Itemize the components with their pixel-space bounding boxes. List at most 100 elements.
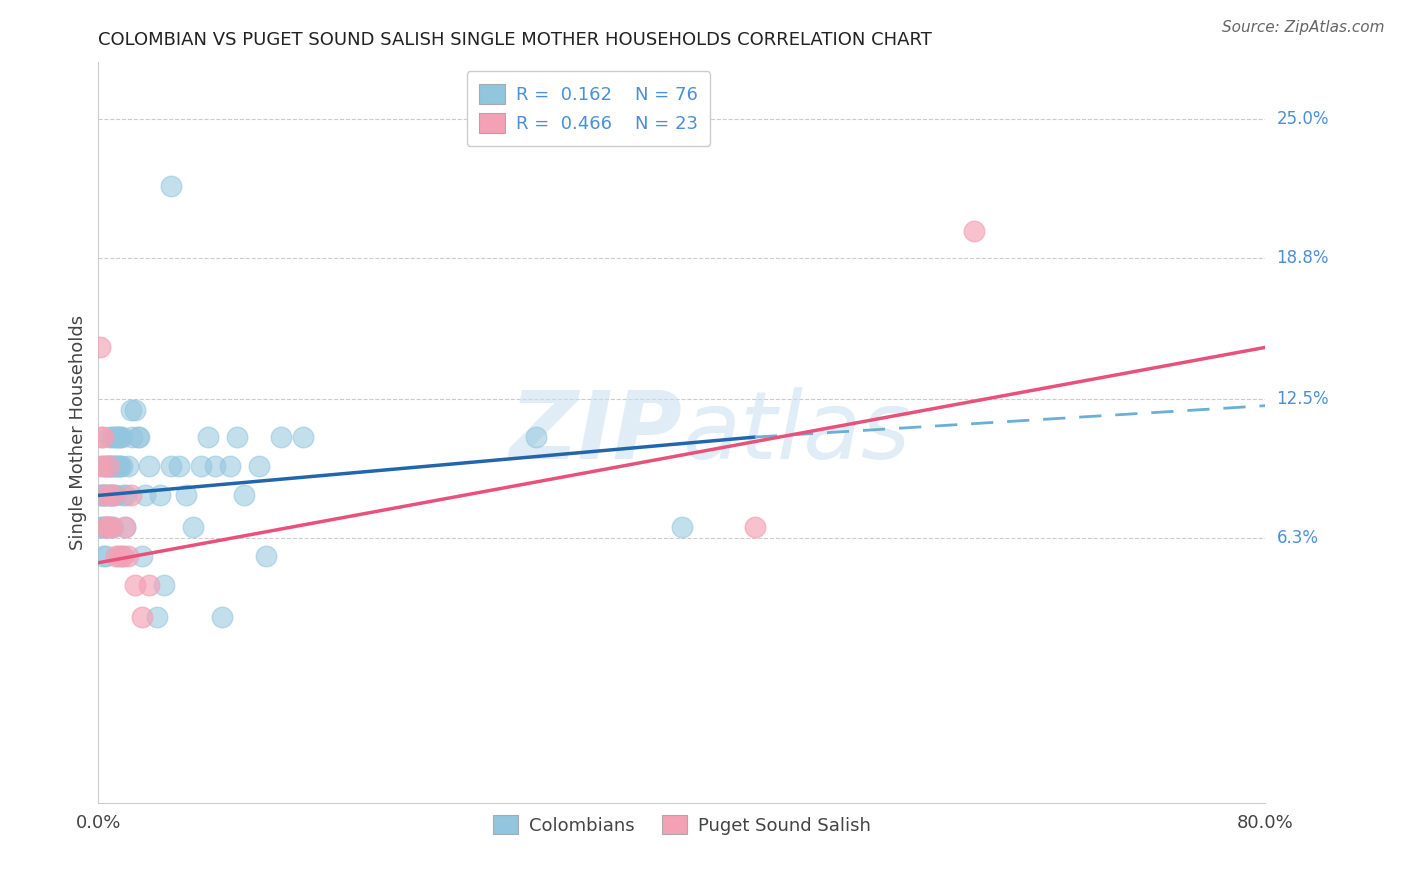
Point bbox=[101, 488, 124, 502]
Point bbox=[100, 430, 122, 444]
Point bbox=[111, 549, 134, 563]
Point bbox=[124, 403, 146, 417]
Point bbox=[233, 488, 256, 502]
Point bbox=[962, 224, 984, 238]
Point bbox=[89, 340, 111, 354]
Text: atlas: atlas bbox=[682, 387, 910, 478]
Point bbox=[160, 178, 183, 193]
Point bbox=[101, 520, 124, 534]
Point bbox=[104, 430, 127, 444]
Point bbox=[114, 520, 136, 534]
Point bbox=[93, 488, 115, 502]
Point bbox=[149, 488, 172, 502]
Point bbox=[103, 430, 125, 444]
Point bbox=[94, 488, 117, 502]
Point bbox=[104, 549, 127, 563]
Point bbox=[110, 430, 132, 444]
Point bbox=[98, 459, 121, 474]
Point bbox=[104, 488, 127, 502]
Point bbox=[127, 430, 149, 444]
Point bbox=[94, 549, 117, 563]
Point bbox=[124, 578, 146, 592]
Point bbox=[190, 459, 212, 474]
Point bbox=[111, 430, 134, 444]
Point bbox=[97, 488, 120, 502]
Point bbox=[97, 430, 120, 444]
Point bbox=[226, 430, 249, 444]
Point bbox=[120, 488, 142, 502]
Point bbox=[138, 578, 160, 592]
Point bbox=[104, 459, 127, 474]
Point bbox=[91, 488, 114, 502]
Point bbox=[91, 459, 114, 474]
Point bbox=[105, 430, 128, 444]
Point bbox=[98, 488, 121, 502]
Point bbox=[131, 609, 153, 624]
Point bbox=[96, 520, 118, 534]
Point bbox=[270, 430, 292, 444]
Point bbox=[100, 520, 122, 534]
Point bbox=[98, 488, 121, 502]
Point bbox=[138, 459, 160, 474]
Point bbox=[94, 520, 117, 534]
Point bbox=[93, 520, 115, 534]
Point bbox=[98, 520, 121, 534]
Point bbox=[128, 430, 150, 444]
Point bbox=[120, 403, 142, 417]
Text: ZIP: ZIP bbox=[509, 386, 682, 479]
Point bbox=[108, 549, 131, 563]
Point bbox=[93, 488, 115, 502]
Point bbox=[91, 549, 114, 563]
Legend: Colombians, Puget Sound Salish: Colombians, Puget Sound Salish bbox=[486, 807, 877, 842]
Point bbox=[91, 520, 114, 534]
Point bbox=[97, 459, 120, 474]
Point bbox=[100, 459, 122, 474]
Point bbox=[101, 488, 124, 502]
Point bbox=[97, 459, 120, 474]
Point bbox=[89, 488, 111, 502]
Point bbox=[94, 520, 117, 534]
Point bbox=[96, 488, 118, 502]
Point bbox=[110, 459, 132, 474]
Point bbox=[105, 459, 128, 474]
Y-axis label: Single Mother Households: Single Mother Households bbox=[69, 315, 87, 550]
Point bbox=[90, 488, 112, 502]
Point bbox=[100, 488, 122, 502]
Point bbox=[197, 430, 219, 444]
Point bbox=[160, 459, 183, 474]
Text: 6.3%: 6.3% bbox=[1277, 529, 1319, 547]
Point bbox=[90, 430, 112, 444]
Point bbox=[134, 488, 156, 502]
Point bbox=[204, 459, 226, 474]
Point bbox=[117, 549, 139, 563]
Point bbox=[111, 459, 134, 474]
Point bbox=[103, 459, 125, 474]
Point bbox=[218, 459, 240, 474]
Point bbox=[153, 578, 176, 592]
Point bbox=[121, 430, 143, 444]
Text: 12.5%: 12.5% bbox=[1277, 390, 1329, 408]
Point bbox=[114, 520, 136, 534]
Point bbox=[108, 459, 131, 474]
Point bbox=[96, 459, 118, 474]
Point bbox=[211, 609, 233, 624]
Point bbox=[101, 459, 124, 474]
Point bbox=[181, 520, 204, 534]
Point bbox=[131, 549, 153, 563]
Point bbox=[112, 488, 135, 502]
Point bbox=[671, 520, 693, 534]
Point bbox=[112, 549, 135, 563]
Text: Source: ZipAtlas.com: Source: ZipAtlas.com bbox=[1222, 20, 1385, 35]
Point bbox=[247, 459, 270, 474]
Point bbox=[91, 430, 114, 444]
Point bbox=[254, 549, 277, 563]
Point bbox=[97, 520, 120, 534]
Point bbox=[90, 520, 112, 534]
Text: 25.0%: 25.0% bbox=[1277, 110, 1329, 128]
Point bbox=[93, 459, 115, 474]
Point bbox=[744, 520, 766, 534]
Point bbox=[146, 609, 169, 624]
Text: COLOMBIAN VS PUGET SOUND SALISH SINGLE MOTHER HOUSEHOLDS CORRELATION CHART: COLOMBIAN VS PUGET SOUND SALISH SINGLE M… bbox=[98, 31, 932, 49]
Point bbox=[115, 488, 138, 502]
Point bbox=[174, 488, 197, 502]
